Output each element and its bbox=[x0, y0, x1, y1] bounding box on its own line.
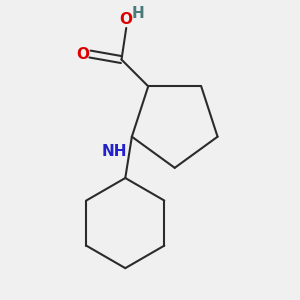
Text: NH: NH bbox=[102, 144, 128, 159]
Text: O: O bbox=[120, 11, 133, 26]
Text: O: O bbox=[76, 46, 89, 62]
Text: H: H bbox=[131, 6, 144, 21]
